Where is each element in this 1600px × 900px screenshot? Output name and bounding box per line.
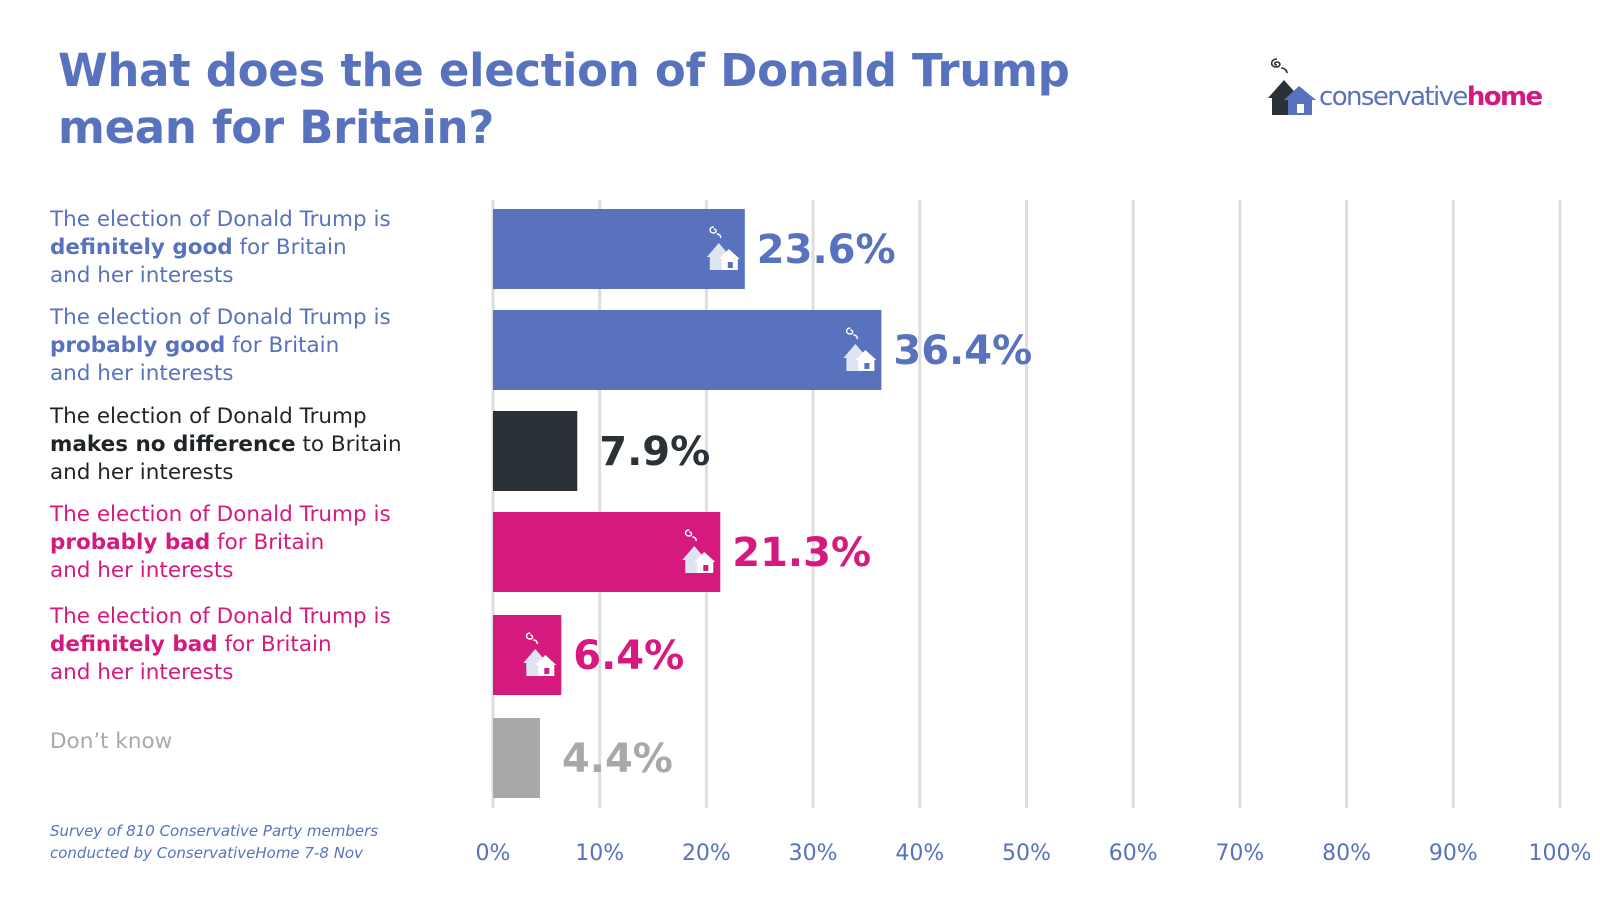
category-label-definitely-good: The election of Donald Trump is definite… — [50, 206, 470, 290]
value-label: 4.4% — [562, 736, 673, 782]
bar — [493, 209, 745, 289]
label-line: and her interests — [50, 361, 234, 386]
value-label: 36.4% — [893, 328, 1032, 374]
bar — [493, 310, 882, 390]
x-tick-label: 80% — [1322, 841, 1371, 866]
category-label-definitely-bad: The election of Donald Trump is definite… — [50, 603, 470, 687]
house-icon — [523, 632, 557, 676]
title-line-2: mean for Britain? — [58, 101, 495, 154]
value-label: 6.4% — [573, 633, 684, 679]
bar — [493, 512, 721, 592]
x-tick-label: 20% — [682, 841, 731, 866]
logo-text-part-1: conservative — [1319, 82, 1468, 112]
footnote-line-2: conducted by ConservativeHome 7-8 Nov — [50, 844, 363, 862]
category-label-dont-know: Don’t know — [50, 728, 470, 756]
house-icon — [843, 327, 877, 371]
footnote-line-1: Survey of 810 Conservative Party members — [50, 822, 379, 840]
label-line: The election of Donald Trump is — [50, 604, 391, 629]
logo-text: conservativehome — [1319, 82, 1543, 112]
label-emphasis: probably bad — [50, 530, 211, 555]
value-label: 7.9% — [599, 429, 710, 475]
logo-text-part-2: home — [1466, 82, 1543, 112]
bar — [493, 615, 562, 695]
label-line: and her interests — [50, 263, 234, 288]
x-tick-label: 10% — [575, 841, 624, 866]
value-label: 23.6% — [757, 227, 896, 273]
category-label-no-difference: The election of Donald Trump makes no di… — [50, 403, 470, 487]
label-emphasis: probably good — [50, 333, 226, 358]
label-line: The election of Donald Trump is — [50, 305, 391, 330]
label-rest: for Britain — [217, 632, 332, 657]
house-smoke-icon — [1268, 58, 1316, 115]
x-tick-label: 60% — [1109, 841, 1158, 866]
label-rest: to Britain — [295, 432, 402, 457]
x-tick-label: 90% — [1429, 841, 1478, 866]
label-line: and her interests — [50, 660, 234, 685]
x-tick-label: 40% — [895, 841, 944, 866]
label-emphasis: definitely bad — [50, 632, 218, 657]
x-tick-label: 30% — [789, 841, 838, 866]
category-label-probably-bad: The election of Donald Trump is probably… — [50, 501, 470, 585]
x-tick-label: 0% — [476, 841, 511, 866]
label-line: and her interests — [50, 558, 234, 583]
bar — [493, 718, 540, 798]
conservativehome-logo: conservativehome — [1266, 58, 1566, 120]
label-line: and her interests — [50, 460, 234, 485]
house-icon — [682, 529, 716, 573]
house-icon — [706, 226, 740, 270]
page-title: What does the election of Donald Trump m… — [58, 42, 1078, 156]
label-rest: for Britain — [225, 333, 340, 358]
label-line: The election of Donald Trump is — [50, 207, 391, 232]
bar — [493, 411, 578, 491]
value-label: 21.3% — [732, 530, 871, 576]
label-rest: for Britain — [232, 235, 347, 260]
x-tick-label: 50% — [1002, 841, 1051, 866]
category-label-probably-good: The election of Donald Trump is probably… — [50, 304, 470, 388]
x-tick-label: 100% — [1529, 841, 1592, 866]
x-tick-label: 70% — [1215, 841, 1264, 866]
label-emphasis: makes no difference — [50, 432, 296, 457]
label-line: Don’t know — [50, 729, 173, 754]
survey-footnote: Survey of 810 Conservative Party members… — [50, 820, 450, 864]
label-line: The election of Donald Trump — [50, 404, 367, 429]
title-line-1: What does the election of Donald Trump — [58, 44, 1070, 97]
label-emphasis: definitely good — [50, 235, 233, 260]
label-line: The election of Donald Trump is — [50, 502, 391, 527]
label-rest: for Britain — [210, 530, 325, 555]
